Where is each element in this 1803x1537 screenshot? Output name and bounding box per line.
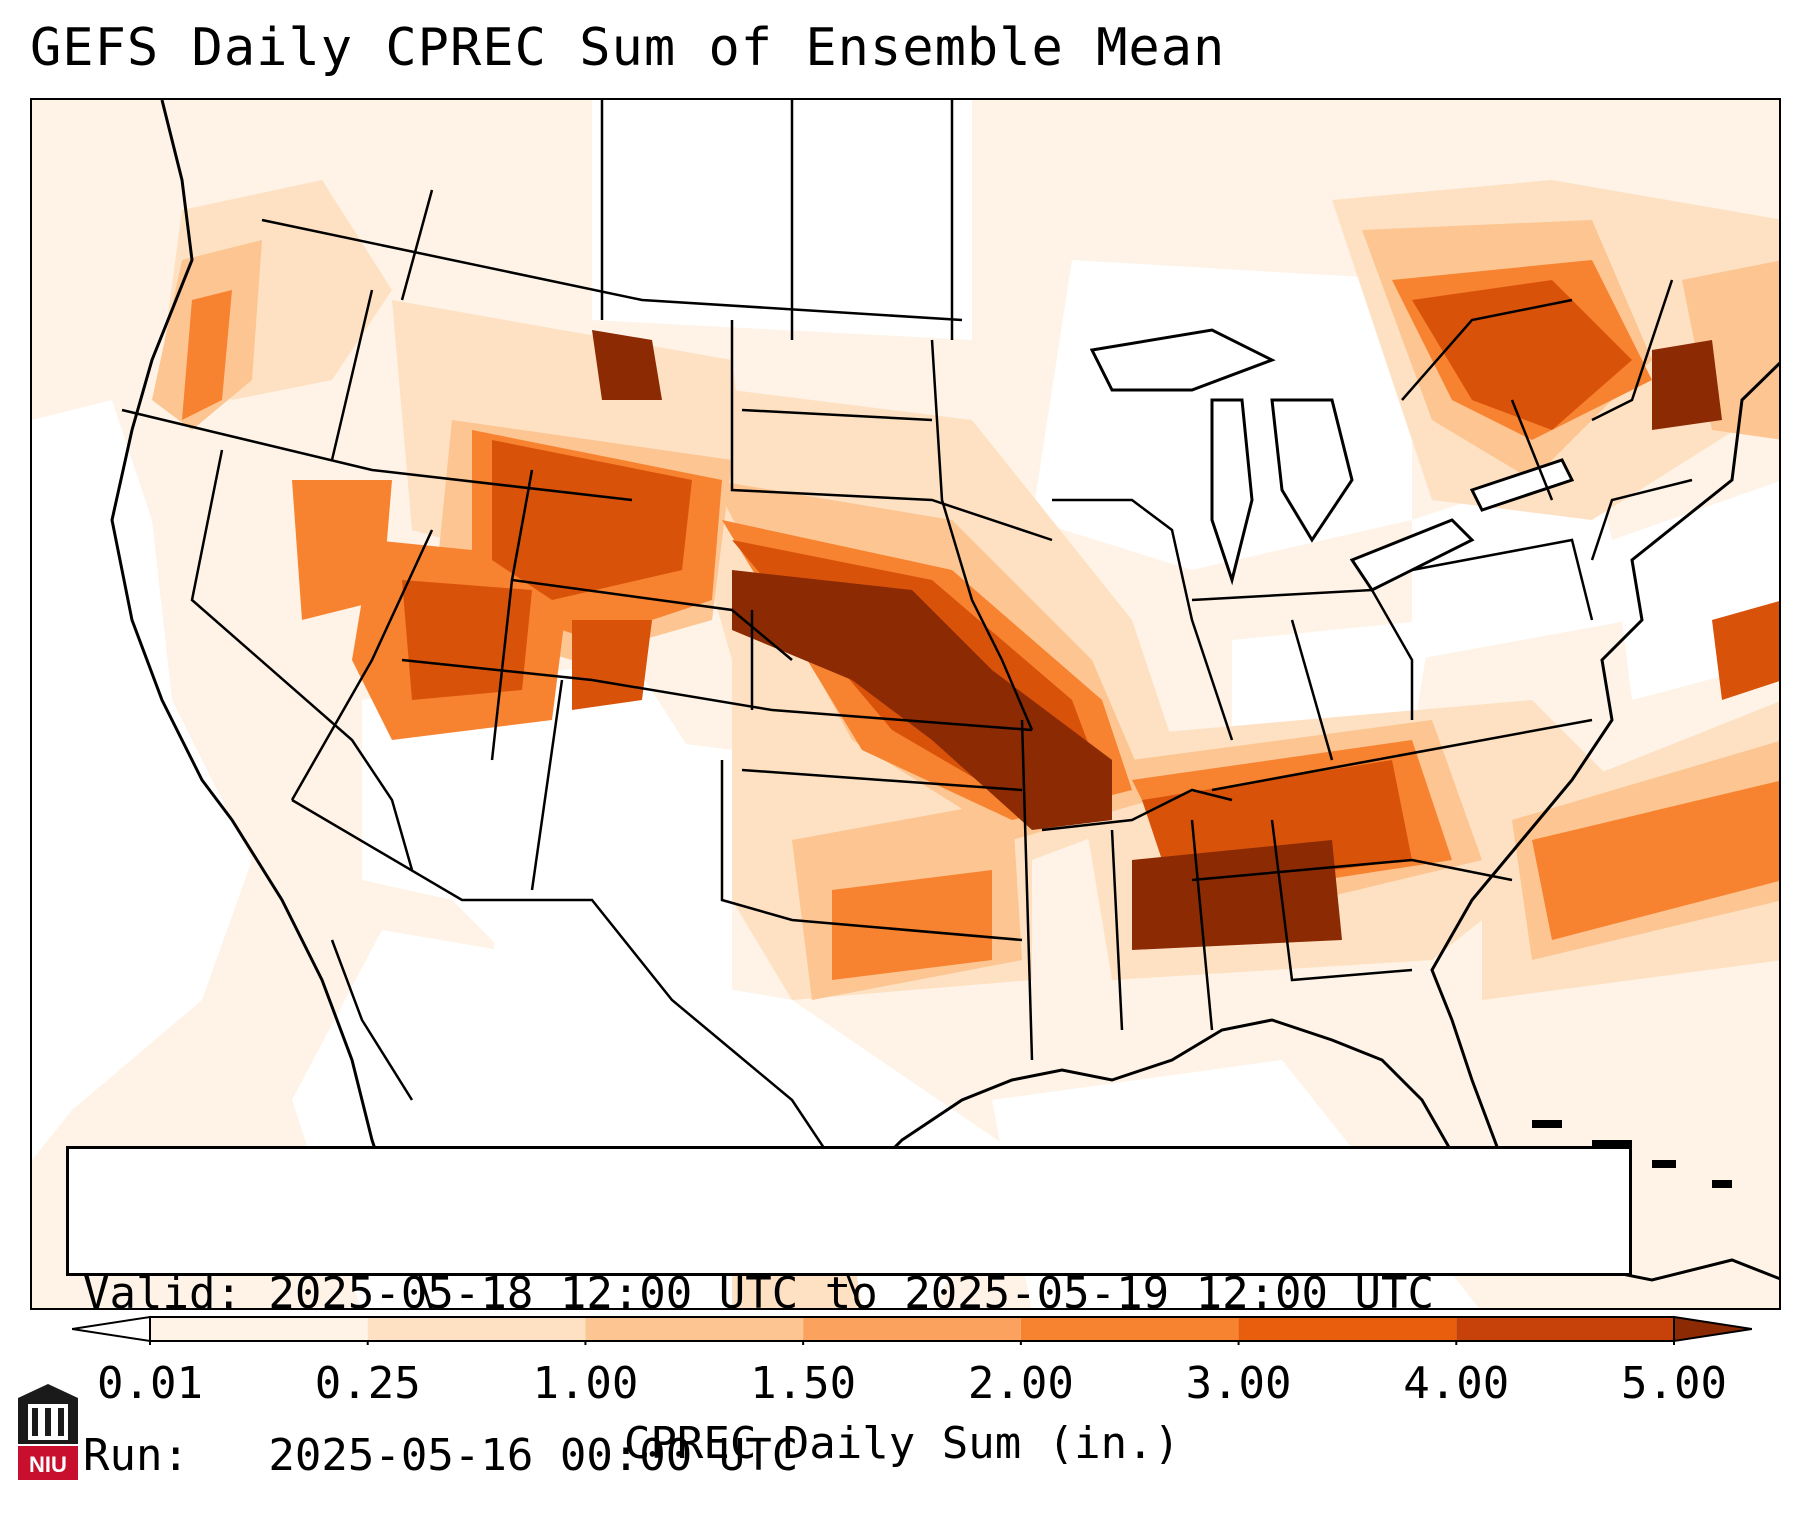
colorbar-title: CPREC Daily Sum (in.) (623, 1418, 1181, 1469)
map-title: GEFS Daily CPREC Sum of Ensemble Mean (30, 18, 1226, 78)
great-lakes (1089, 328, 1575, 592)
colorbar-segment (803, 1317, 1021, 1341)
mexico-borders (291, 798, 834, 1161)
colorbar-segment (585, 1317, 804, 1341)
map-canvas (32, 100, 1779, 1308)
colorbar-segment (367, 1317, 586, 1341)
colorbar-outline (149, 1316, 1675, 1342)
colorbar-segment (150, 1317, 368, 1341)
colorbar-segment (1456, 1317, 1674, 1341)
run-time-text: Run: 2025-05-16 00:00 UTC (83, 1430, 799, 1481)
valid-time-text: Valid: 2025-05-18 12:00 UTC to 2025-05-1… (83, 1268, 1435, 1319)
colorbar-tick-label: 2.00 (967, 1358, 1074, 1409)
colorbar-tick-label: 5.00 (1621, 1358, 1727, 1409)
colorbar-segment (1020, 1317, 1239, 1341)
niu-logo: NIU (18, 1384, 78, 1480)
colorbar-tick-label: 0.25 (314, 1358, 421, 1409)
colorbar-tick-label: 1.50 (750, 1358, 857, 1409)
colorbar-tick-label: 0.01 (97, 1358, 203, 1409)
validity-info-box: Valid: 2025-05-18 12:00 UTC to 2025-05-1… (66, 1146, 1632, 1481)
colorbar-tick-label: 4.00 (1403, 1358, 1510, 1409)
logo-text: NIU (29, 1452, 67, 1477)
colorbar-segment (1238, 1317, 1457, 1341)
colorbar-tick-label: 3.00 (1185, 1358, 1292, 1409)
state-boundaries (121, 100, 1693, 1061)
caribbean-islands (1532, 1120, 1732, 1188)
colorbar (72, 1315, 1752, 1345)
precipitation-map (30, 98, 1781, 1310)
extreme-precip-areas (592, 330, 1722, 950)
colorbar-over-arrow (1673, 1315, 1752, 1343)
colorbar-under-arrow (72, 1315, 151, 1343)
colorbar-tick-label: 1.00 (532, 1358, 639, 1409)
